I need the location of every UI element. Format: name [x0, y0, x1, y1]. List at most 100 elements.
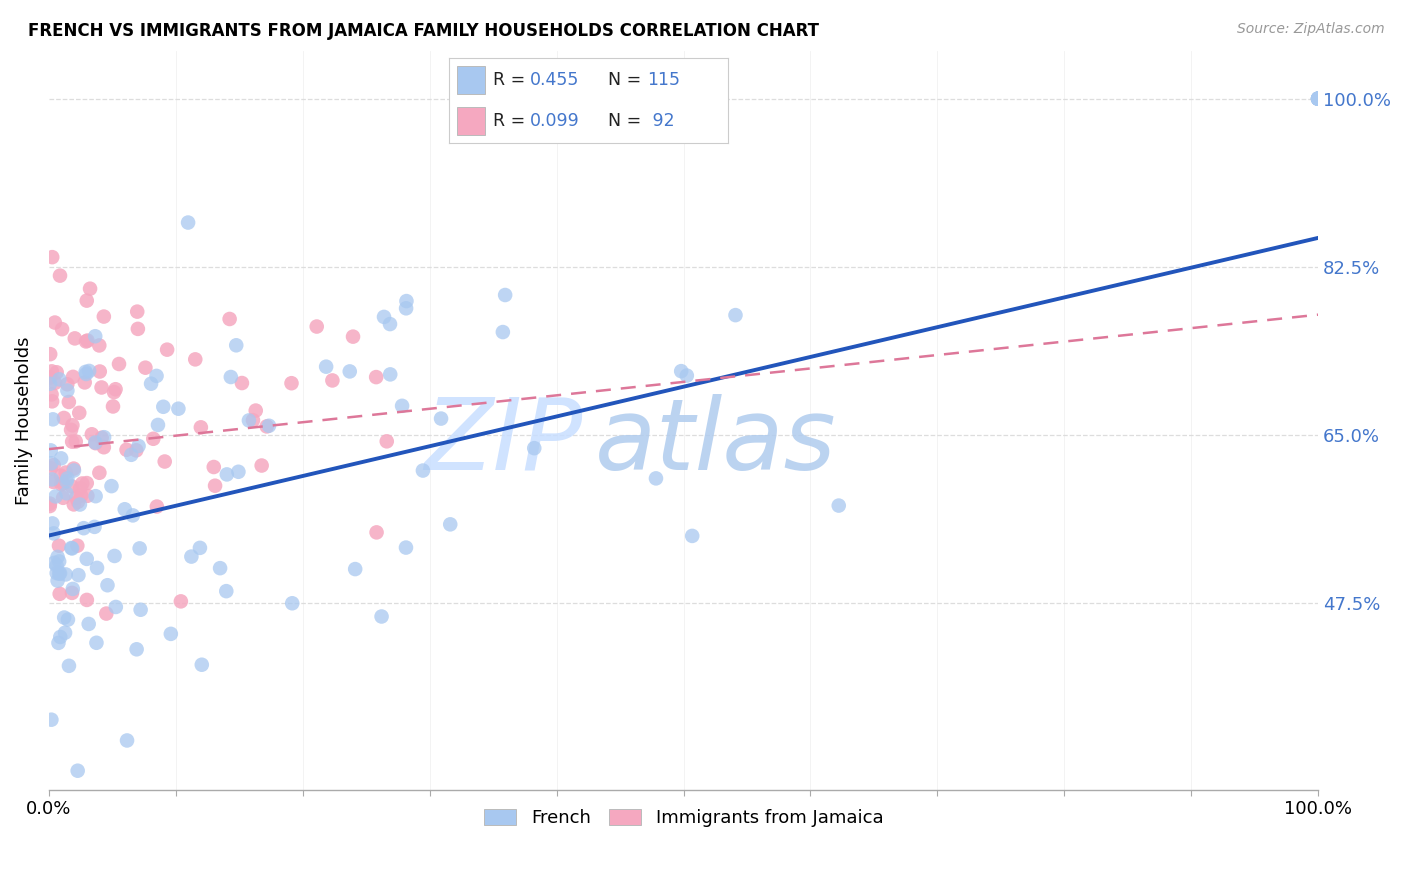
Point [48, 587, 70, 601]
Point [39, 461, 62, 475]
Point [72, 476, 94, 491]
Point [228, 465, 250, 479]
Point [1308, 92, 1330, 106]
Point [125, 642, 148, 657]
Point [45, 566, 67, 580]
Point [69, 498, 91, 512]
Point [76, 593, 98, 607]
Point [62, 418, 84, 433]
Point [65, 434, 87, 449]
Point [49, 451, 72, 466]
Point [42, 412, 65, 426]
Point [41, 713, 63, 727]
Point [52, 476, 75, 491]
Point [83, 520, 105, 534]
Point [231, 376, 253, 390]
Point [45, 490, 67, 504]
Point [56, 471, 79, 485]
Point [315, 359, 337, 374]
Point [146, 417, 169, 432]
Point [828, 499, 851, 513]
Point [41, 516, 63, 531]
Point [70, 489, 93, 503]
Point [430, 411, 453, 425]
Point [1308, 92, 1330, 106]
Point [55, 567, 77, 582]
Point [39, 497, 62, 511]
Point [75, 334, 97, 349]
Point [1308, 92, 1330, 106]
Point [152, 400, 174, 414]
Point [56, 384, 79, 398]
Point [439, 517, 461, 532]
Point [66, 539, 89, 553]
Point [108, 357, 131, 371]
Point [84, 435, 107, 450]
Point [42, 458, 65, 472]
Point [218, 312, 240, 326]
Text: Source: ZipAtlas.com: Source: ZipAtlas.com [1237, 22, 1385, 37]
Point [395, 301, 418, 316]
Point [134, 360, 156, 375]
Point [344, 562, 367, 576]
Point [60, 434, 83, 449]
Point [41, 394, 63, 409]
Point [42, 475, 65, 489]
Point [523, 441, 546, 455]
Point [177, 215, 200, 229]
Point [380, 368, 402, 382]
Point [53, 625, 76, 640]
Point [90, 380, 112, 394]
Point [391, 399, 413, 413]
Point [180, 549, 202, 564]
Point [55, 475, 77, 489]
Point [170, 594, 193, 608]
Point [395, 541, 418, 555]
Point [373, 310, 395, 324]
Point [39, 347, 62, 361]
Point [280, 376, 302, 391]
Point [76, 476, 98, 491]
Point [69, 482, 91, 496]
Point [76, 552, 98, 566]
Point [204, 479, 226, 493]
Point [45, 558, 67, 573]
Point [84, 489, 107, 503]
Point [55, 486, 77, 500]
Point [66, 494, 89, 508]
Point [86, 636, 108, 650]
Point [125, 443, 148, 458]
Point [114, 502, 136, 516]
Point [321, 373, 343, 387]
Point [675, 368, 697, 383]
Point [128, 541, 150, 556]
Point [202, 460, 225, 475]
Point [146, 500, 169, 514]
Point [645, 471, 668, 485]
Point [62, 582, 84, 596]
Point [62, 497, 84, 511]
Point [62, 369, 84, 384]
Point [45, 365, 67, 379]
Point [67, 568, 90, 582]
Point [1308, 92, 1330, 106]
Point [51, 477, 73, 491]
Point [51, 322, 73, 336]
Point [395, 294, 418, 309]
Legend: French, Immigrants from Jamaica: French, Immigrants from Jamaica [475, 800, 893, 837]
Point [77, 616, 100, 631]
Point [142, 432, 165, 446]
Point [56, 377, 79, 392]
Point [67, 406, 90, 420]
Point [492, 325, 515, 339]
Point [281, 596, 304, 610]
Point [84, 329, 107, 343]
Point [39, 370, 62, 384]
Text: FRENCH VS IMMIGRANTS FROM JAMAICA FAMILY HOUSEHOLDS CORRELATION CHART: FRENCH VS IMMIGRANTS FROM JAMAICA FAMILY… [28, 22, 820, 40]
Point [215, 467, 238, 482]
Point [52, 411, 75, 425]
Point [153, 454, 176, 468]
Point [115, 442, 138, 457]
Point [1308, 92, 1330, 106]
Point [305, 319, 328, 334]
